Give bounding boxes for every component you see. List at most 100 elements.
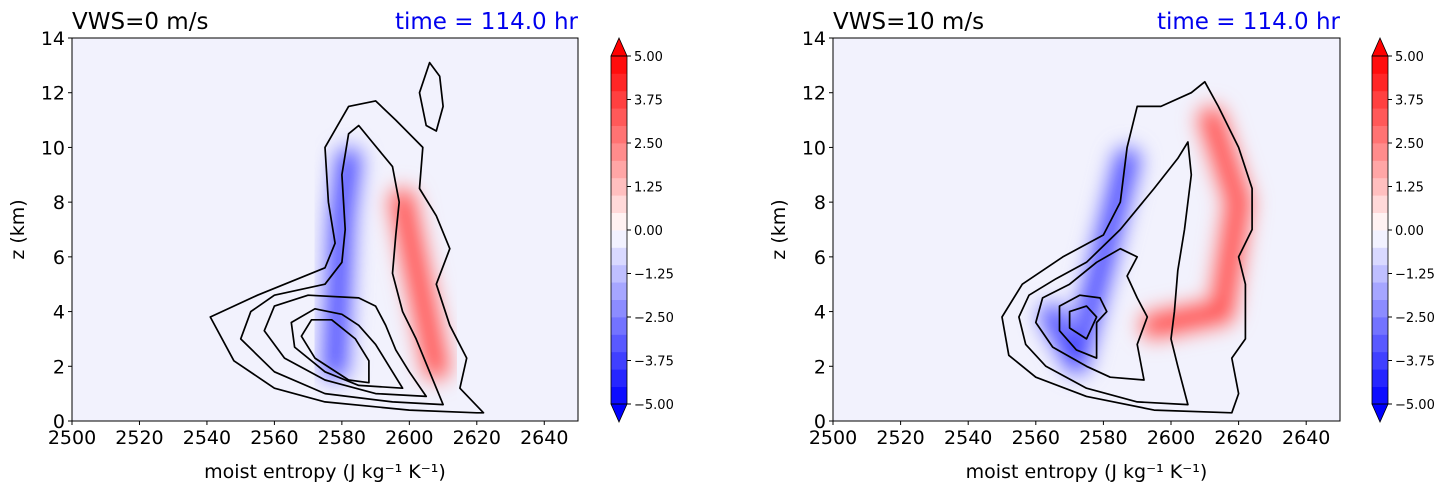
chart-panel-1: 2500 2520 2540 2560 2580 2600 2620 2640 0 2 4 6 8 10 1… (7, 9, 674, 483)
colorbar-tick-label: −3.75 (1395, 355, 1435, 370)
plot-frame (71, 37, 579, 422)
colorbar: 5.00 3.75 2.50 1.25 0.00 −1.25 −2.50 −3.75 −5.00 (1371, 37, 1435, 423)
colorbar-level (1372, 212, 1388, 231)
colorbar-level (611, 125, 627, 144)
negative-anomaly-core (328, 154, 356, 374)
x-tick-label: 2500 (48, 427, 96, 449)
x-tick-label: 2620 (453, 427, 501, 449)
y-tick-label: 6 (814, 247, 826, 269)
colorbar-level (611, 108, 627, 126)
colorbar-extend-max (610, 37, 628, 57)
colorbar-level (611, 195, 627, 213)
colorbar-level (1372, 334, 1388, 353)
colorbar-level (611, 160, 627, 179)
x-tick-label: 2600 (1147, 427, 1195, 449)
x-tick-label: 2600 (385, 427, 433, 449)
colorbar-level (611, 334, 627, 353)
colorbar-level (611, 351, 627, 370)
contour-line-1 (209, 100, 485, 414)
colorbar-level (1372, 317, 1388, 335)
colorbar-level (611, 90, 627, 109)
colorbar-level (1372, 299, 1388, 318)
x-axis-label: moist entropy (J kg⁻¹ K⁻¹) (204, 461, 446, 483)
y-tick-label: 2 (814, 356, 826, 378)
x-axis-label: moist entropy (J kg⁻¹ K⁻¹) (966, 461, 1208, 483)
colorbar-level (1372, 264, 1388, 283)
colorbar-level (611, 264, 627, 283)
y-tick-label: 14 (802, 28, 826, 50)
colorbar-tick-label: 5.00 (634, 50, 663, 65)
colorbar-level (1372, 143, 1388, 161)
chart-title-time: time = 114.0 hr (1157, 9, 1341, 35)
x-tick-label: 2500 (809, 427, 857, 449)
x-tick-label: 2640 (1282, 427, 1330, 449)
colorbar-tick-label: 1.25 (634, 181, 663, 196)
contour-line-4 (1058, 294, 1108, 359)
plot-frame (832, 37, 1341, 422)
x-tick-label: 2580 (1079, 427, 1127, 449)
x-tick-label: 2560 (250, 427, 298, 449)
colorbar-level (611, 282, 627, 300)
chart-title: VWS=0 m/s (72, 9, 208, 35)
colorbar-level (1372, 56, 1388, 74)
colorbar-level (1372, 160, 1388, 179)
contour-line-3 (1034, 247, 1149, 381)
x-tick-label: 2520 (115, 427, 163, 449)
colorbar-extend-min (610, 403, 628, 423)
colorbar-level (611, 212, 627, 231)
colorbar-extend-max (1371, 37, 1389, 57)
x-tick-label: 2580 (318, 427, 366, 449)
colorbar-tick-label: −1.25 (634, 268, 674, 283)
contour-line-5 (1068, 305, 1098, 340)
positive-anomaly-core (1147, 113, 1246, 333)
y-tick-label: 2 (53, 356, 65, 378)
colorbar-level (611, 386, 627, 405)
colorbar-tick-label: 3.75 (634, 94, 663, 109)
y-tick-label: 14 (41, 28, 65, 50)
y-tick-label: 4 (53, 302, 65, 324)
y-tick-label: 4 (814, 302, 826, 324)
x-tick-label: 2540 (944, 427, 992, 449)
y-tick-label: 0 (53, 411, 65, 433)
chart-panel-2: 2500 2520 2540 2560 2580 2600 2620 2640 0 2 4 6 8 10 1… (768, 9, 1435, 483)
contour-line-2 (239, 124, 444, 406)
colorbar-level (611, 369, 627, 387)
colorbar-level (611, 247, 627, 266)
colorbar-tick-label: −5.00 (634, 398, 674, 413)
x-tick-label: 2540 (183, 427, 231, 449)
field-layer (209, 61, 485, 414)
colorbar-tick-label: −2.50 (1395, 311, 1435, 326)
y-tick-label: 12 (41, 83, 65, 105)
colorbar-level (611, 177, 627, 196)
y-axis-label: z (km) (768, 199, 790, 259)
colorbar-level (611, 56, 627, 74)
colorbar-level (1372, 386, 1388, 405)
colorbar-level (611, 230, 627, 248)
y-tick-label: 12 (802, 83, 826, 105)
colorbar-tick-label: 3.75 (1395, 94, 1424, 109)
colorbar-level (1372, 369, 1388, 387)
colorbar-level (1372, 177, 1388, 196)
colorbar-level (1372, 282, 1388, 300)
x-tick-label: 2560 (1012, 427, 1060, 449)
colorbar-tick-label: 2.50 (1395, 137, 1424, 152)
x-tick-label: 2620 (1214, 427, 1262, 449)
y-tick-label: 6 (53, 247, 65, 269)
colorbar-level (1372, 108, 1388, 126)
x-tick-label: 2520 (876, 427, 924, 449)
colorbar-tick-label: −2.50 (634, 311, 674, 326)
contour-line-3 (263, 294, 428, 398)
chart-title-time: time = 114.0 hr (395, 9, 579, 35)
colorbar-tick-label: 0.00 (1395, 224, 1424, 239)
field-layer (1001, 80, 1256, 414)
field-blur (318, 144, 454, 384)
colorbar-level (1372, 247, 1388, 266)
colorbar: 5.00 3.75 2.50 1.25 0.00 −1.25 −2.50 −3.75 −5.00 (610, 37, 674, 423)
y-tick-label: 10 (41, 137, 65, 159)
colorbar-extend-min (1371, 403, 1389, 423)
y-tick-label: 10 (802, 137, 826, 159)
colorbar-tick-label: 2.50 (634, 137, 663, 152)
contour-line-5 (300, 318, 370, 384)
